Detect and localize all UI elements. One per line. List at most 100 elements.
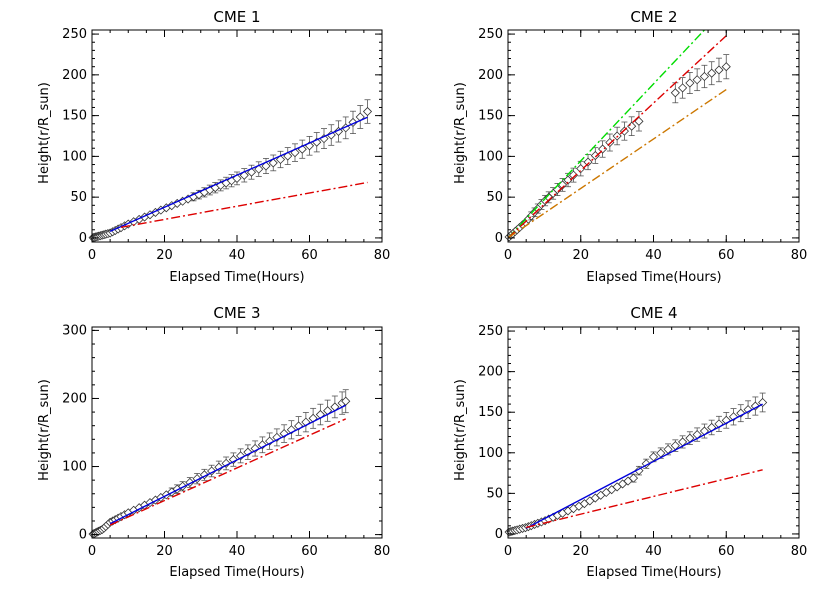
data-point [743, 405, 753, 415]
fit-line [525, 403, 763, 529]
data-point [628, 473, 639, 483]
fit-line [109, 418, 347, 526]
chart-panel-cme-2: CME 2 Elapsed Time(Hours) Height(r/R_sun… [453, 8, 807, 285]
data-point [221, 458, 231, 468]
data-point [568, 170, 579, 180]
y-tick-label: 300 [62, 323, 87, 338]
x-tick-label: 60 [718, 248, 735, 263]
y-tick-label: 100 [62, 460, 87, 475]
axis-ticks: 0 20 40 60 80 0 100 200 300 [62, 323, 390, 559]
chart-title: CME 4 [630, 304, 677, 322]
data-point [341, 396, 351, 406]
x-tick-label: 0 [504, 248, 512, 263]
data-point [362, 106, 373, 117]
y-tick-label: 100 [62, 149, 87, 164]
plot-marks [504, 392, 768, 537]
data-point [583, 157, 593, 167]
data-point [590, 151, 600, 161]
y-tick-label: 250 [62, 27, 87, 42]
plot-marks [504, 30, 731, 242]
y-tick-label: 200 [62, 68, 87, 83]
y-tick-label: 200 [478, 68, 503, 83]
y-axis-label: Height(r/R_sun) [37, 379, 52, 481]
y-tick-label: 0 [495, 527, 503, 542]
x-tick-label: 0 [504, 544, 512, 559]
plot-frame [507, 29, 800, 243]
x-tick-label: 80 [791, 248, 808, 263]
y-tick-label: 50 [486, 190, 503, 205]
fit-line [109, 116, 368, 233]
data-point [750, 401, 760, 411]
x-axis-label: Elapsed Time(Hours) [586, 565, 721, 580]
y-tick-label: 150 [478, 405, 503, 420]
chart-panel-cme-3: CME 3 Elapsed Time(Hours) Height(r/R_sun… [37, 304, 390, 580]
y-tick-label: 50 [70, 190, 87, 205]
axis-ticks: 0 20 40 60 80 0 50 100 150 200 250 [478, 27, 807, 263]
data-point [563, 175, 573, 185]
x-tick-label: 40 [645, 248, 662, 263]
data-point [685, 78, 695, 88]
data-point [714, 65, 724, 75]
y-axis-label: Height(r/R_sun) [453, 82, 468, 184]
x-tick-label: 80 [791, 544, 808, 559]
plot-frame [507, 326, 800, 539]
fit-line [526, 469, 763, 529]
x-tick-label: 60 [301, 248, 318, 263]
x-tick-label: 20 [156, 544, 173, 559]
y-tick-label: 0 [79, 528, 87, 543]
data-point [214, 462, 224, 472]
data-point [627, 121, 637, 131]
y-tick-label: 100 [478, 446, 503, 461]
x-tick-label: 0 [88, 544, 96, 559]
plot-frame [91, 326, 383, 539]
axis-ticks: 0 20 40 60 80 0 50 100 150 200 250 [62, 27, 390, 263]
x-tick-label: 20 [572, 544, 589, 559]
data-point [721, 62, 731, 72]
data-point [692, 75, 702, 85]
data-point [268, 158, 278, 168]
y-tick-label: 150 [62, 109, 87, 124]
x-tick-label: 20 [156, 248, 173, 263]
x-tick-label: 40 [229, 248, 246, 263]
x-tick-label: 80 [374, 248, 391, 263]
data-point [678, 83, 688, 93]
x-tick-label: 0 [88, 248, 96, 263]
chart-title: CME 3 [213, 304, 260, 322]
axis-ticks: 0 20 40 60 80 0 50 100 150 200 250 [478, 324, 807, 559]
chart-panel-cme-4: CME 4 Elapsed Time(Hours) Height(r/R_sun… [453, 304, 807, 580]
plot-marks [88, 99, 373, 243]
fit-line [508, 30, 705, 239]
fit-line [508, 35, 727, 239]
x-tick-label: 40 [645, 544, 662, 559]
x-tick-label: 80 [374, 544, 391, 559]
fit-line [120, 181, 368, 229]
data-point [228, 455, 238, 465]
x-axis-label: Elapsed Time(Hours) [169, 565, 304, 580]
x-tick-label: 60 [718, 544, 735, 559]
y-tick-label: 250 [478, 324, 503, 339]
y-tick-label: 0 [79, 231, 87, 246]
y-tick-label: 200 [478, 365, 503, 380]
data-point [707, 68, 717, 78]
x-axis-label: Elapsed Time(Hours) [169, 270, 304, 285]
x-axis-label: Elapsed Time(Hours) [586, 270, 721, 285]
y-tick-label: 200 [62, 391, 87, 406]
fit-line [109, 404, 347, 525]
y-tick-label: 250 [478, 27, 503, 42]
fit-line [508, 88, 727, 239]
chart-title: CME 1 [213, 8, 260, 26]
y-tick-label: 0 [495, 231, 503, 246]
y-tick-label: 150 [478, 109, 503, 124]
plot-marks [88, 389, 351, 539]
x-tick-label: 60 [301, 544, 318, 559]
y-tick-label: 100 [478, 149, 503, 164]
data-point [598, 144, 608, 154]
y-axis-label: Height(r/R_sun) [37, 82, 52, 184]
y-tick-label: 50 [486, 486, 503, 501]
data-point [670, 88, 680, 98]
data-point [699, 71, 709, 82]
chart-panel-cme-1: CME 1 Elapsed Time(Hours) Height(r/R_sun… [37, 8, 390, 285]
y-axis-label: Height(r/R_sun) [453, 379, 468, 481]
chart-title: CME 2 [630, 8, 677, 26]
